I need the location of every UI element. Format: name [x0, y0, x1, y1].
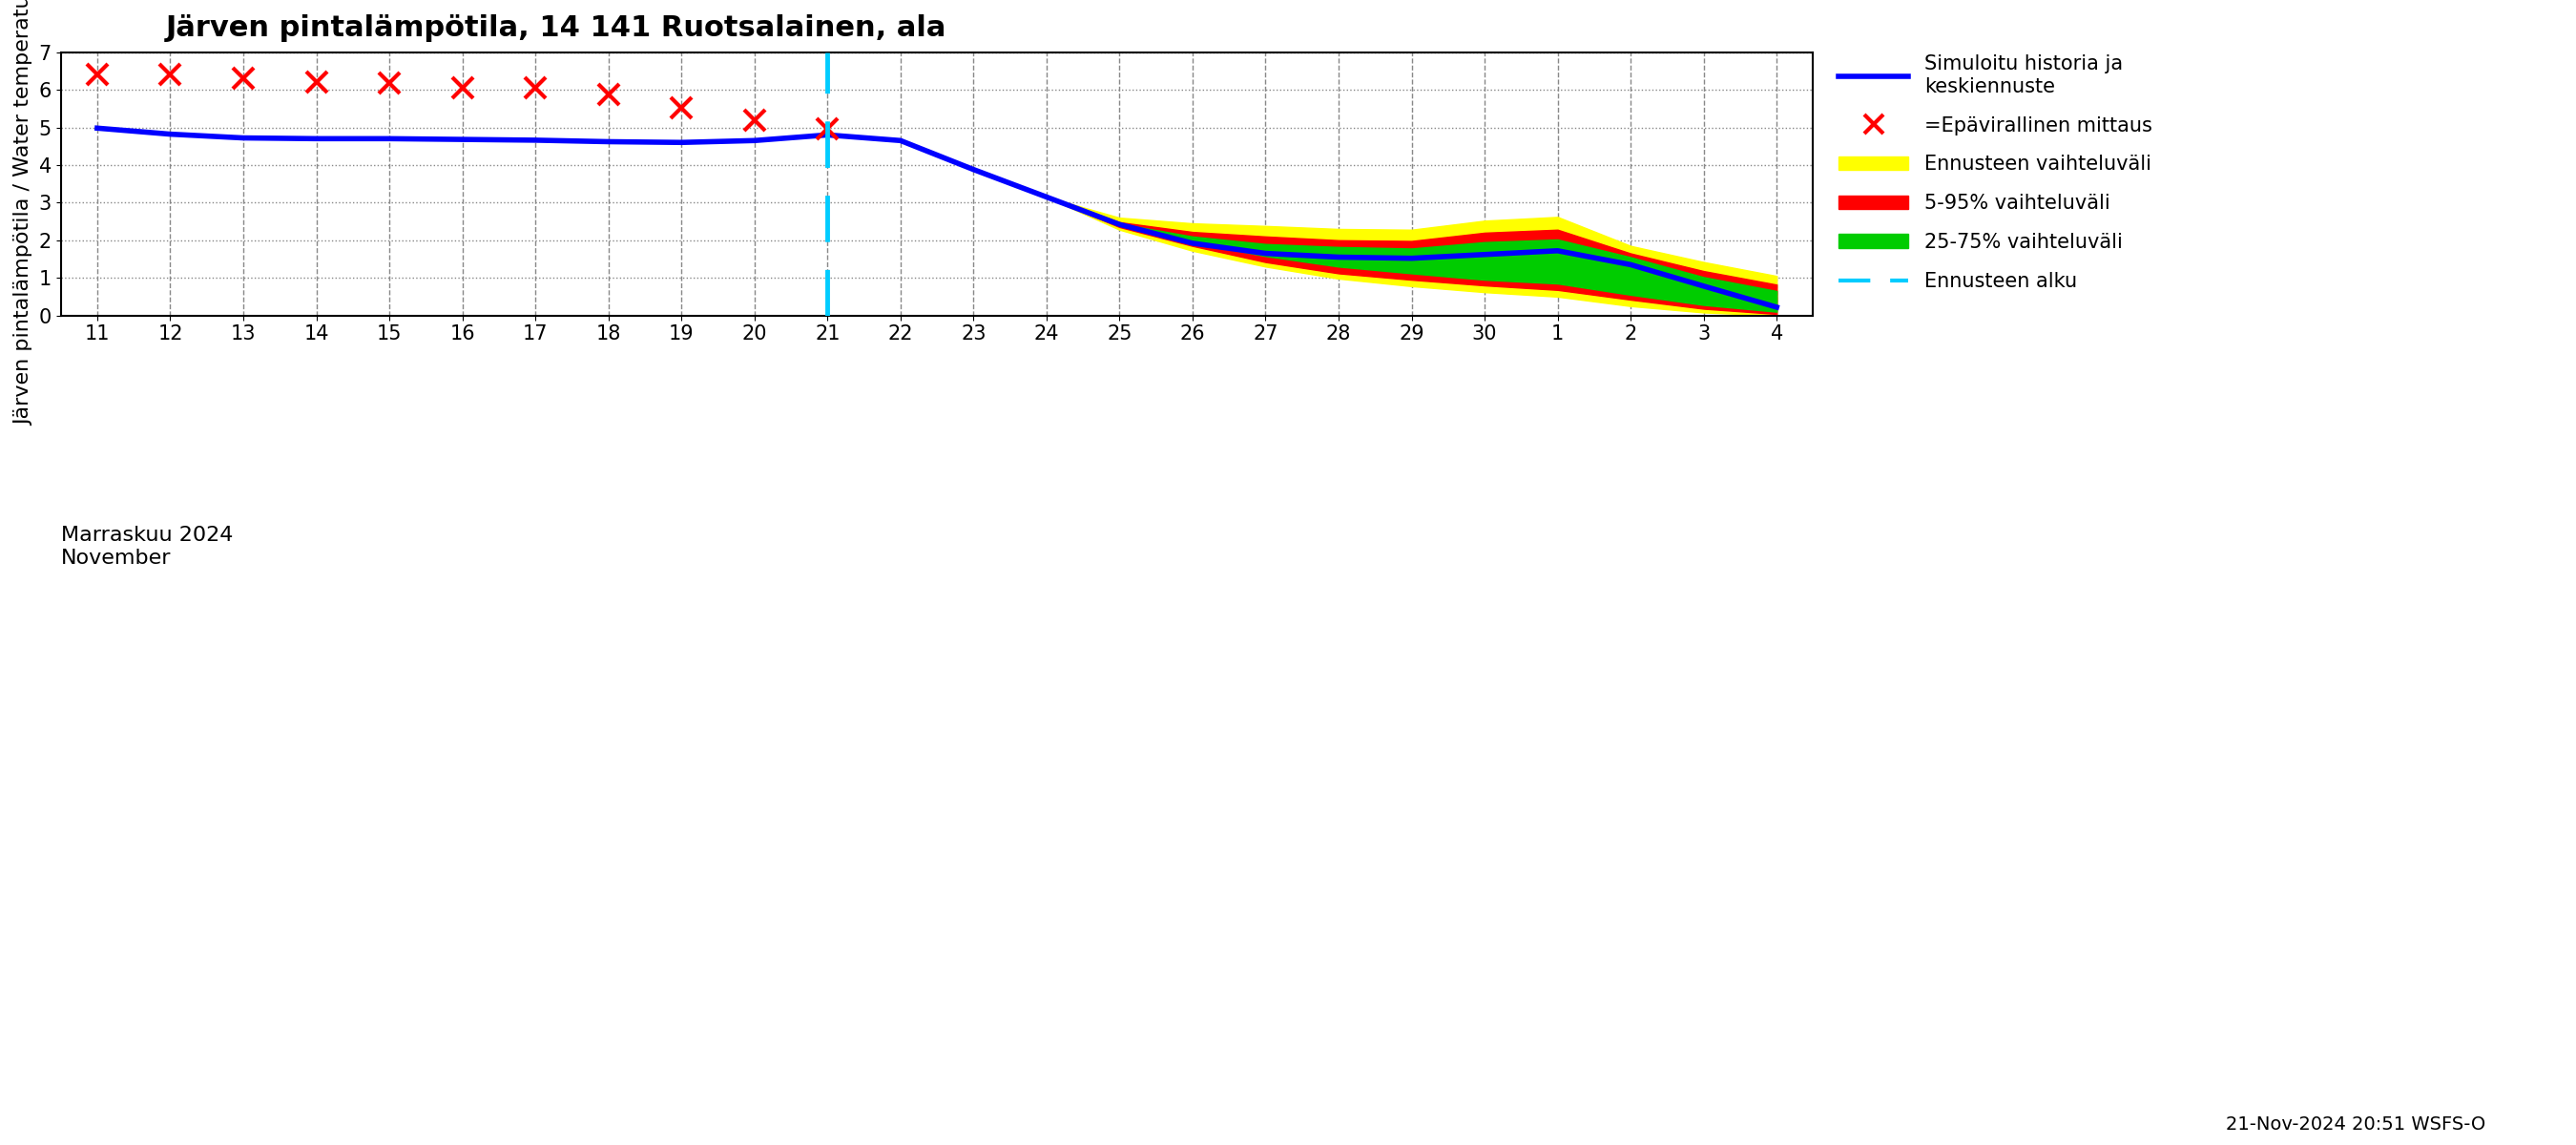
- Legend: Simuloitu historia ja
keskiennuste, =Epävirallinen mittaus, Ennusteen vaihteluvä: Simuloitu historia ja keskiennuste, =Epä…: [1832, 47, 2159, 299]
- Text: Marraskuu 2024
November: Marraskuu 2024 November: [62, 526, 232, 567]
- Y-axis label: Järven pintalämpötila / Water temperature °C: Järven pintalämpötila / Water temperatur…: [15, 0, 33, 426]
- Text: 21-Nov-2024 20:51 WSFS-O: 21-Nov-2024 20:51 WSFS-O: [2226, 1115, 2486, 1134]
- Text: Järven pintalämpötila, 14 141 Ruotsalainen, ala: Järven pintalämpötila, 14 141 Ruotsalain…: [165, 14, 945, 42]
